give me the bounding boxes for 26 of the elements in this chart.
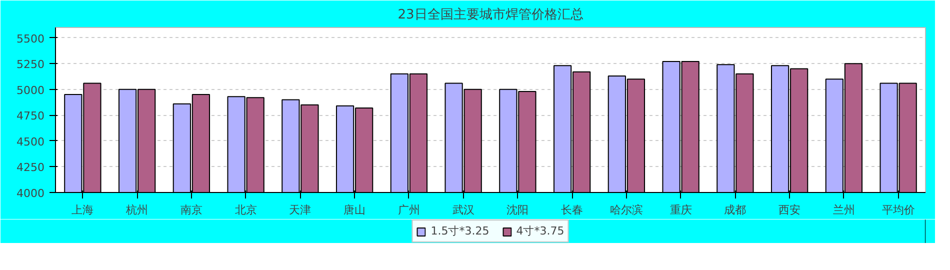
x-tick-label: 杭州 — [125, 204, 148, 216]
x-tick-label: 北京 — [234, 204, 257, 216]
x-tick-label: 唐山 — [344, 204, 366, 216]
x-tick-label: 武汉 — [452, 204, 474, 216]
x-tick-label: 成都 — [724, 204, 746, 216]
x-tick-label: 长春 — [561, 204, 584, 216]
x-tick-label: 重庆 — [670, 204, 692, 216]
x-tick-label: 哈尔滨 — [610, 204, 643, 216]
y-tick-label: 4250 — [16, 161, 45, 174]
legend-label: 1.5寸*3.25 — [430, 224, 490, 238]
x-tick-label: 西安 — [778, 204, 801, 216]
y-tick-label: 4750 — [16, 110, 45, 123]
x-tick-label: 沈阳 — [506, 204, 529, 216]
x-tick-label: 广州 — [398, 204, 420, 216]
y-tick-label: 5250 — [16, 58, 45, 72]
x-tick-label: 上海 — [72, 204, 94, 216]
legend-label: 4寸*3.75 — [516, 224, 564, 238]
x-tick-label: 平均价 — [882, 204, 915, 216]
y-tick-label: 4500 — [16, 135, 45, 148]
y-tick-label: 4000 — [16, 187, 45, 200]
y-tick-label: 5500 — [16, 32, 45, 46]
x-tick-label: 兰州 — [832, 204, 855, 216]
x-tick-label: 天津 — [289, 204, 312, 216]
x-tick-label: 南京 — [180, 204, 202, 216]
y-tick-label: 5000 — [16, 84, 45, 97]
chart-title: 23日全国主要城市焊管价格汇总 — [398, 6, 584, 22]
